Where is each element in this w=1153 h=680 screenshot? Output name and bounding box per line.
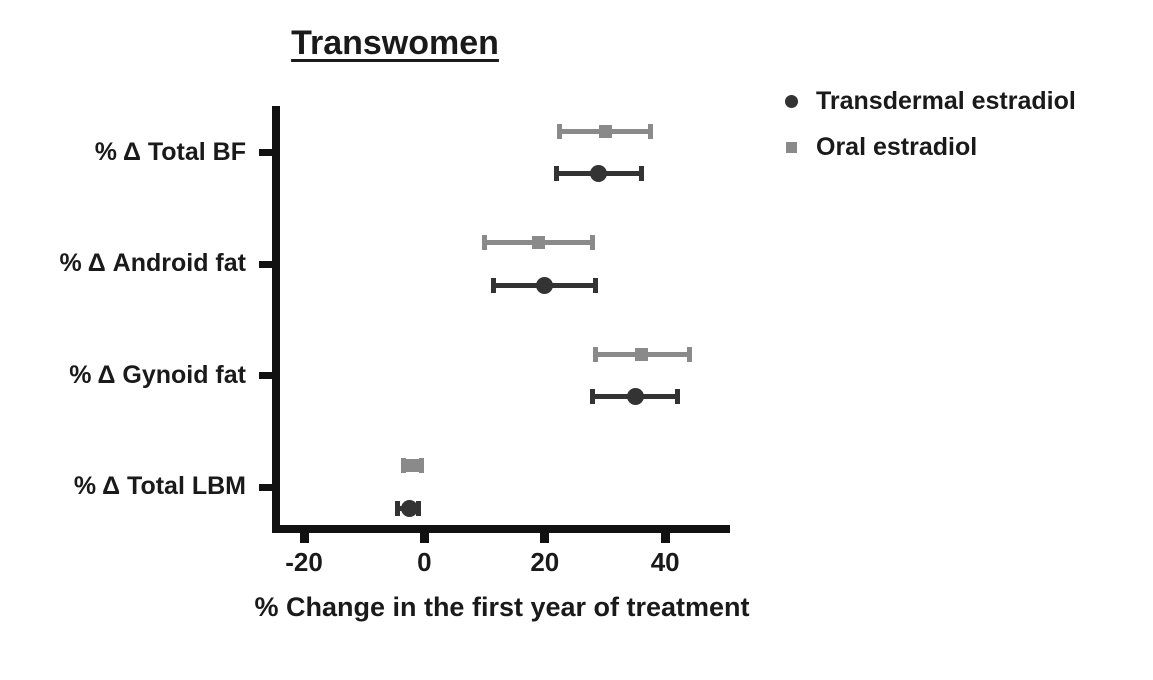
- error-bar-cap: [674, 389, 680, 404]
- legend-item-oral: Oral estradiol: [784, 132, 1076, 162]
- data-marker-square: [634, 347, 648, 361]
- circle-icon: [784, 94, 798, 108]
- x-tick-label: 40: [650, 547, 680, 577]
- error-bar-cap: [686, 346, 692, 362]
- category-label: % Δ Android fat: [59, 249, 246, 277]
- x-tick-label: -20: [285, 547, 323, 577]
- y-axis-tick: [259, 483, 272, 491]
- chart-title: Transwomen: [291, 24, 499, 62]
- data-marker-square: [405, 459, 419, 472]
- x-axis-tick: [540, 531, 550, 543]
- x-axis-tick: [299, 531, 309, 543]
- y-axis-tick: [259, 149, 272, 156]
- error-bar-cap: [482, 235, 488, 250]
- data-marker-circle: [626, 388, 644, 405]
- legend-label: Transdermal estradiol: [816, 86, 1076, 115]
- error-bar-cap: [491, 277, 497, 293]
- data-marker-square: [598, 124, 612, 138]
- error-bar-cap: [554, 166, 560, 181]
- error-bar-cap: [590, 235, 596, 250]
- data-marker-circle: [536, 276, 554, 294]
- legend-circle-icon: [784, 94, 798, 108]
- legend-square-icon: [784, 140, 798, 154]
- y-axis-line: [272, 106, 280, 533]
- category-label: % Δ Total LBM: [73, 472, 246, 500]
- error-bar-cap: [418, 458, 424, 473]
- square-icon: [785, 141, 797, 153]
- x-tick-label: 20: [530, 547, 560, 577]
- error-bar-cap: [394, 500, 400, 516]
- data-marker-circle: [400, 499, 418, 517]
- error-bar-cap: [638, 166, 644, 181]
- data-marker-square: [532, 236, 546, 249]
- legend-label: Oral estradiol: [816, 132, 978, 161]
- legend-item-transdermal: Transdermal estradiol: [784, 86, 1076, 116]
- y-axis-tick: [259, 260, 272, 268]
- error-bar-cap: [593, 346, 599, 362]
- x-axis-tick: [660, 531, 670, 543]
- category-label: % Δ Gynoid fat: [69, 360, 246, 389]
- error-bar-cap: [557, 123, 563, 139]
- category-label: % Δ Total BF: [94, 137, 246, 166]
- x-tick-label: 0: [417, 547, 432, 577]
- legend: Transdermal estradiol Oral estradiol: [784, 86, 1076, 178]
- data-marker-circle: [590, 165, 608, 182]
- x-axis-label: % Change in the first year of treatment: [254, 592, 750, 622]
- x-axis-line: [272, 525, 730, 533]
- error-bar-cap: [415, 500, 421, 516]
- x-axis-tick: [419, 531, 429, 543]
- error-bar-cap: [593, 277, 599, 293]
- error-bar-cap: [400, 458, 406, 473]
- y-axis-tick: [259, 372, 272, 379]
- error-bar-cap: [590, 389, 596, 404]
- error-bar-cap: [647, 123, 653, 139]
